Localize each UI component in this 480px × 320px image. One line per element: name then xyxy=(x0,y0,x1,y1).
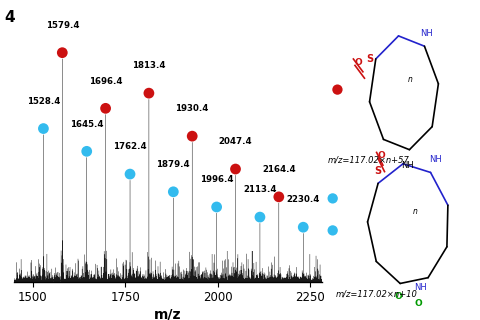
Text: 1996.4: 1996.4 xyxy=(200,175,233,184)
Text: O: O xyxy=(377,151,385,160)
Text: 1528.4: 1528.4 xyxy=(27,97,60,106)
Point xyxy=(169,189,177,194)
Text: NH: NH xyxy=(414,283,427,292)
Text: 1762.4: 1762.4 xyxy=(113,142,147,151)
Text: S: S xyxy=(374,165,382,175)
Text: 4: 4 xyxy=(5,10,15,25)
Text: 1696.4: 1696.4 xyxy=(89,76,122,85)
Text: 2230.4: 2230.4 xyxy=(287,196,320,204)
Text: 1879.4: 1879.4 xyxy=(156,160,190,169)
X-axis label: m/z: m/z xyxy=(154,307,182,320)
Point xyxy=(83,149,91,154)
Point xyxy=(213,204,220,210)
Point xyxy=(232,166,240,172)
Text: NH: NH xyxy=(420,29,432,38)
Point xyxy=(329,196,336,201)
Text: 2113.4: 2113.4 xyxy=(243,185,276,194)
Point xyxy=(102,106,109,111)
Point xyxy=(59,50,66,55)
Point xyxy=(300,225,307,230)
Text: S: S xyxy=(366,54,373,64)
Point xyxy=(334,87,341,92)
Text: n: n xyxy=(408,76,413,84)
Text: 1813.4: 1813.4 xyxy=(132,61,166,70)
Text: 1645.4: 1645.4 xyxy=(70,120,104,129)
Point xyxy=(188,133,196,139)
Text: m/z=117.02×n+57: m/z=117.02×n+57 xyxy=(328,156,410,164)
Text: O: O xyxy=(414,300,422,308)
Text: O: O xyxy=(395,292,402,301)
Point xyxy=(275,194,283,199)
Text: O: O xyxy=(354,58,362,67)
Point xyxy=(256,214,264,220)
Text: NH: NH xyxy=(429,155,442,164)
Text: 1579.4: 1579.4 xyxy=(46,21,79,30)
Text: NH: NH xyxy=(401,161,414,170)
Text: m/z=117.02×n+10: m/z=117.02×n+10 xyxy=(336,290,418,299)
Text: 1930.4: 1930.4 xyxy=(176,104,209,113)
Text: 2164.4: 2164.4 xyxy=(262,165,296,174)
Point xyxy=(39,126,47,131)
Point xyxy=(329,228,336,233)
Point xyxy=(126,172,134,177)
Text: n: n xyxy=(413,207,418,216)
Text: 2047.4: 2047.4 xyxy=(219,137,252,146)
Point xyxy=(145,91,153,96)
